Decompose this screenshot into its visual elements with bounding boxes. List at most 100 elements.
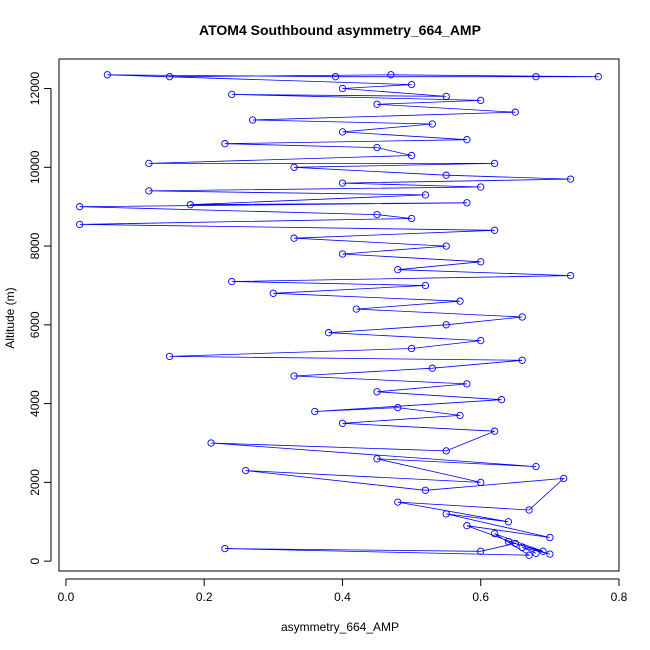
data-point [477, 478, 485, 487]
data-point [186, 201, 195, 209]
data-point [490, 226, 499, 234]
data-point [248, 116, 257, 124]
data-point [421, 191, 430, 199]
data-point [525, 506, 533, 514]
data-point [442, 92, 450, 101]
data-point [518, 313, 526, 321]
data-point [407, 151, 416, 160]
data-point [338, 179, 347, 187]
data-point [269, 289, 277, 297]
data-point [221, 140, 229, 148]
data-point [532, 73, 540, 81]
plot-frame [58, 58, 620, 572]
y-tick-label: 2000 [28, 469, 42, 496]
data-point [207, 439, 215, 447]
data-point [387, 71, 395, 79]
data-point [477, 547, 485, 555]
data-point [373, 210, 381, 219]
data-point [532, 462, 540, 471]
data-point [518, 543, 526, 552]
series-line [79, 74, 599, 556]
data-point [532, 549, 540, 557]
x-axis: 0.0 0.2 0.4 0.6 0.8 [58, 578, 628, 604]
data-point [76, 203, 84, 211]
data-point [221, 544, 229, 553]
x-axis-label: asymmetry_664_AMP [281, 620, 399, 634]
data-point [504, 537, 513, 546]
data-point [566, 271, 575, 280]
data-point [228, 277, 236, 286]
data-point [539, 547, 547, 555]
data-point [428, 120, 436, 128]
data-point [373, 455, 381, 463]
data-point [407, 80, 416, 89]
data-point [338, 128, 347, 136]
y-axis: 0 2000 4000 6000 8000 10000 12000 [28, 72, 52, 564]
data-point [490, 529, 499, 538]
data-point [331, 73, 340, 81]
data-point [407, 344, 416, 353]
data-point [165, 73, 174, 81]
data-point [463, 136, 471, 144]
y-tick-label: 8000 [28, 232, 42, 259]
data-point [463, 199, 471, 207]
data-point [511, 108, 519, 116]
data-point [594, 73, 602, 81]
y-tick-label: 0 [28, 557, 42, 564]
data-point [477, 183, 485, 191]
data-point [290, 163, 298, 171]
data-point [456, 297, 464, 305]
data-point [290, 234, 298, 242]
data-point [394, 266, 402, 274]
data-point [421, 486, 430, 494]
x-tick-label: 0.0 [58, 590, 75, 604]
data-point [560, 474, 568, 483]
data-point [242, 466, 250, 475]
data-point [477, 96, 485, 105]
data-point [546, 550, 554, 558]
data-point [442, 242, 450, 250]
data-point [504, 518, 513, 526]
data-point [511, 539, 519, 548]
data-point [518, 356, 526, 364]
data-point [442, 447, 450, 455]
data-point [497, 396, 506, 404]
data-point [103, 71, 112, 79]
x-tick-label: 0.4 [334, 590, 351, 604]
data-point [477, 336, 485, 345]
data-point [442, 171, 450, 179]
data-point [463, 522, 471, 530]
y-tick-label: 6000 [28, 311, 42, 338]
data-point [373, 100, 381, 108]
data-point [442, 321, 450, 329]
data-point [394, 403, 402, 412]
data-point [290, 372, 298, 380]
data-point [490, 159, 499, 168]
y-axis-label: Altitude (m) [3, 287, 17, 348]
data-point [228, 90, 236, 99]
data-point [165, 352, 174, 361]
data-point [145, 159, 153, 168]
data-point [338, 84, 347, 93]
data-point [311, 407, 319, 416]
data-point [477, 258, 485, 266]
data-point [324, 329, 333, 337]
series-layer [76, 71, 602, 559]
x-tick-label: 0.8 [611, 590, 628, 604]
y-tick-label: 4000 [28, 390, 42, 417]
data-point [525, 551, 533, 559]
data-point [352, 305, 360, 313]
x-tick-label: 0.6 [472, 590, 489, 604]
x-tick-label: 0.2 [196, 590, 213, 604]
data-point [338, 419, 347, 427]
data-point [442, 510, 450, 518]
y-tick-label: 12000 [28, 72, 42, 106]
data-point [428, 364, 436, 372]
data-point [373, 388, 381, 396]
data-point [546, 533, 554, 542]
data-point [463, 380, 471, 388]
data-point [394, 498, 402, 506]
data-point [373, 143, 381, 152]
